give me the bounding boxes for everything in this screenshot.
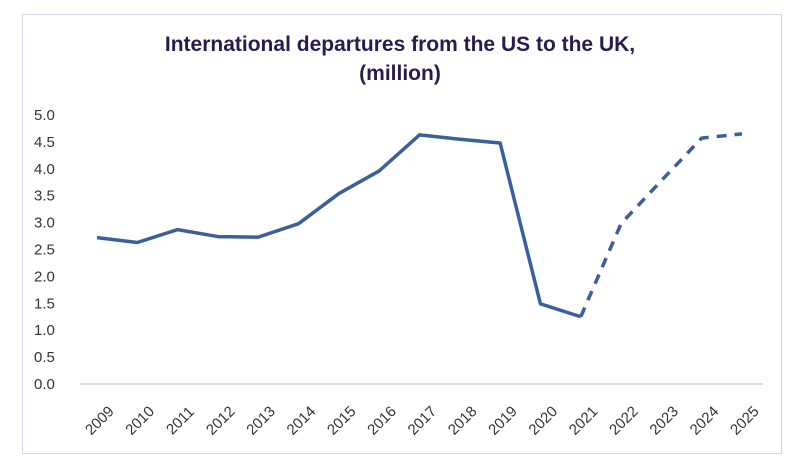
x-tick-label: 2010 [122, 403, 158, 439]
x-tick-label: 2021 [566, 403, 602, 439]
x-tick-label: 2012 [203, 403, 239, 439]
x-tick-label: 2015 [324, 403, 360, 439]
chart-frame [22, 14, 782, 454]
y-tick-label: 1.0 [34, 322, 55, 339]
y-tick-label: 5.0 [34, 107, 55, 124]
chart-title-line1: International departures from the US to … [164, 33, 636, 56]
x-tick-label: 2009 [82, 403, 118, 439]
y-tick-label: 2.0 [34, 268, 55, 285]
y-tick-label: 0.5 [34, 349, 55, 366]
x-tick-label: 2014 [284, 403, 320, 439]
y-tick-label: 0.0 [34, 376, 55, 393]
x-tick-label: 2013 [243, 403, 279, 439]
x-tick-label: 2022 [606, 403, 642, 439]
series-line-actual [96, 133, 582, 319]
x-tick-label: 2025 [727, 403, 763, 439]
x-tick-label: 2011 [163, 403, 198, 438]
y-tick-label: 1.5 [34, 295, 55, 312]
series-line-forecast [579, 132, 743, 318]
x-tick-label: 2023 [646, 403, 682, 439]
x-tick-label: 2018 [445, 403, 481, 439]
chart-title: International departures from the US to … [0, 30, 800, 88]
y-tick-label: 4.0 [34, 161, 55, 178]
x-tick-label: 2017 [405, 403, 441, 439]
y-tick-label: 2.5 [34, 242, 55, 259]
chart-title-line2: (million) [359, 62, 441, 85]
x-tick-label: 2019 [485, 403, 521, 439]
y-tick-label: 3.0 [34, 215, 55, 232]
y-tick-label: 3.5 [34, 188, 55, 205]
x-tick-label: 2020 [525, 403, 561, 439]
y-tick-label: 4.5 [34, 134, 55, 151]
x-tick-label: 2024 [687, 403, 723, 439]
x-tick-label: 2016 [364, 403, 400, 439]
